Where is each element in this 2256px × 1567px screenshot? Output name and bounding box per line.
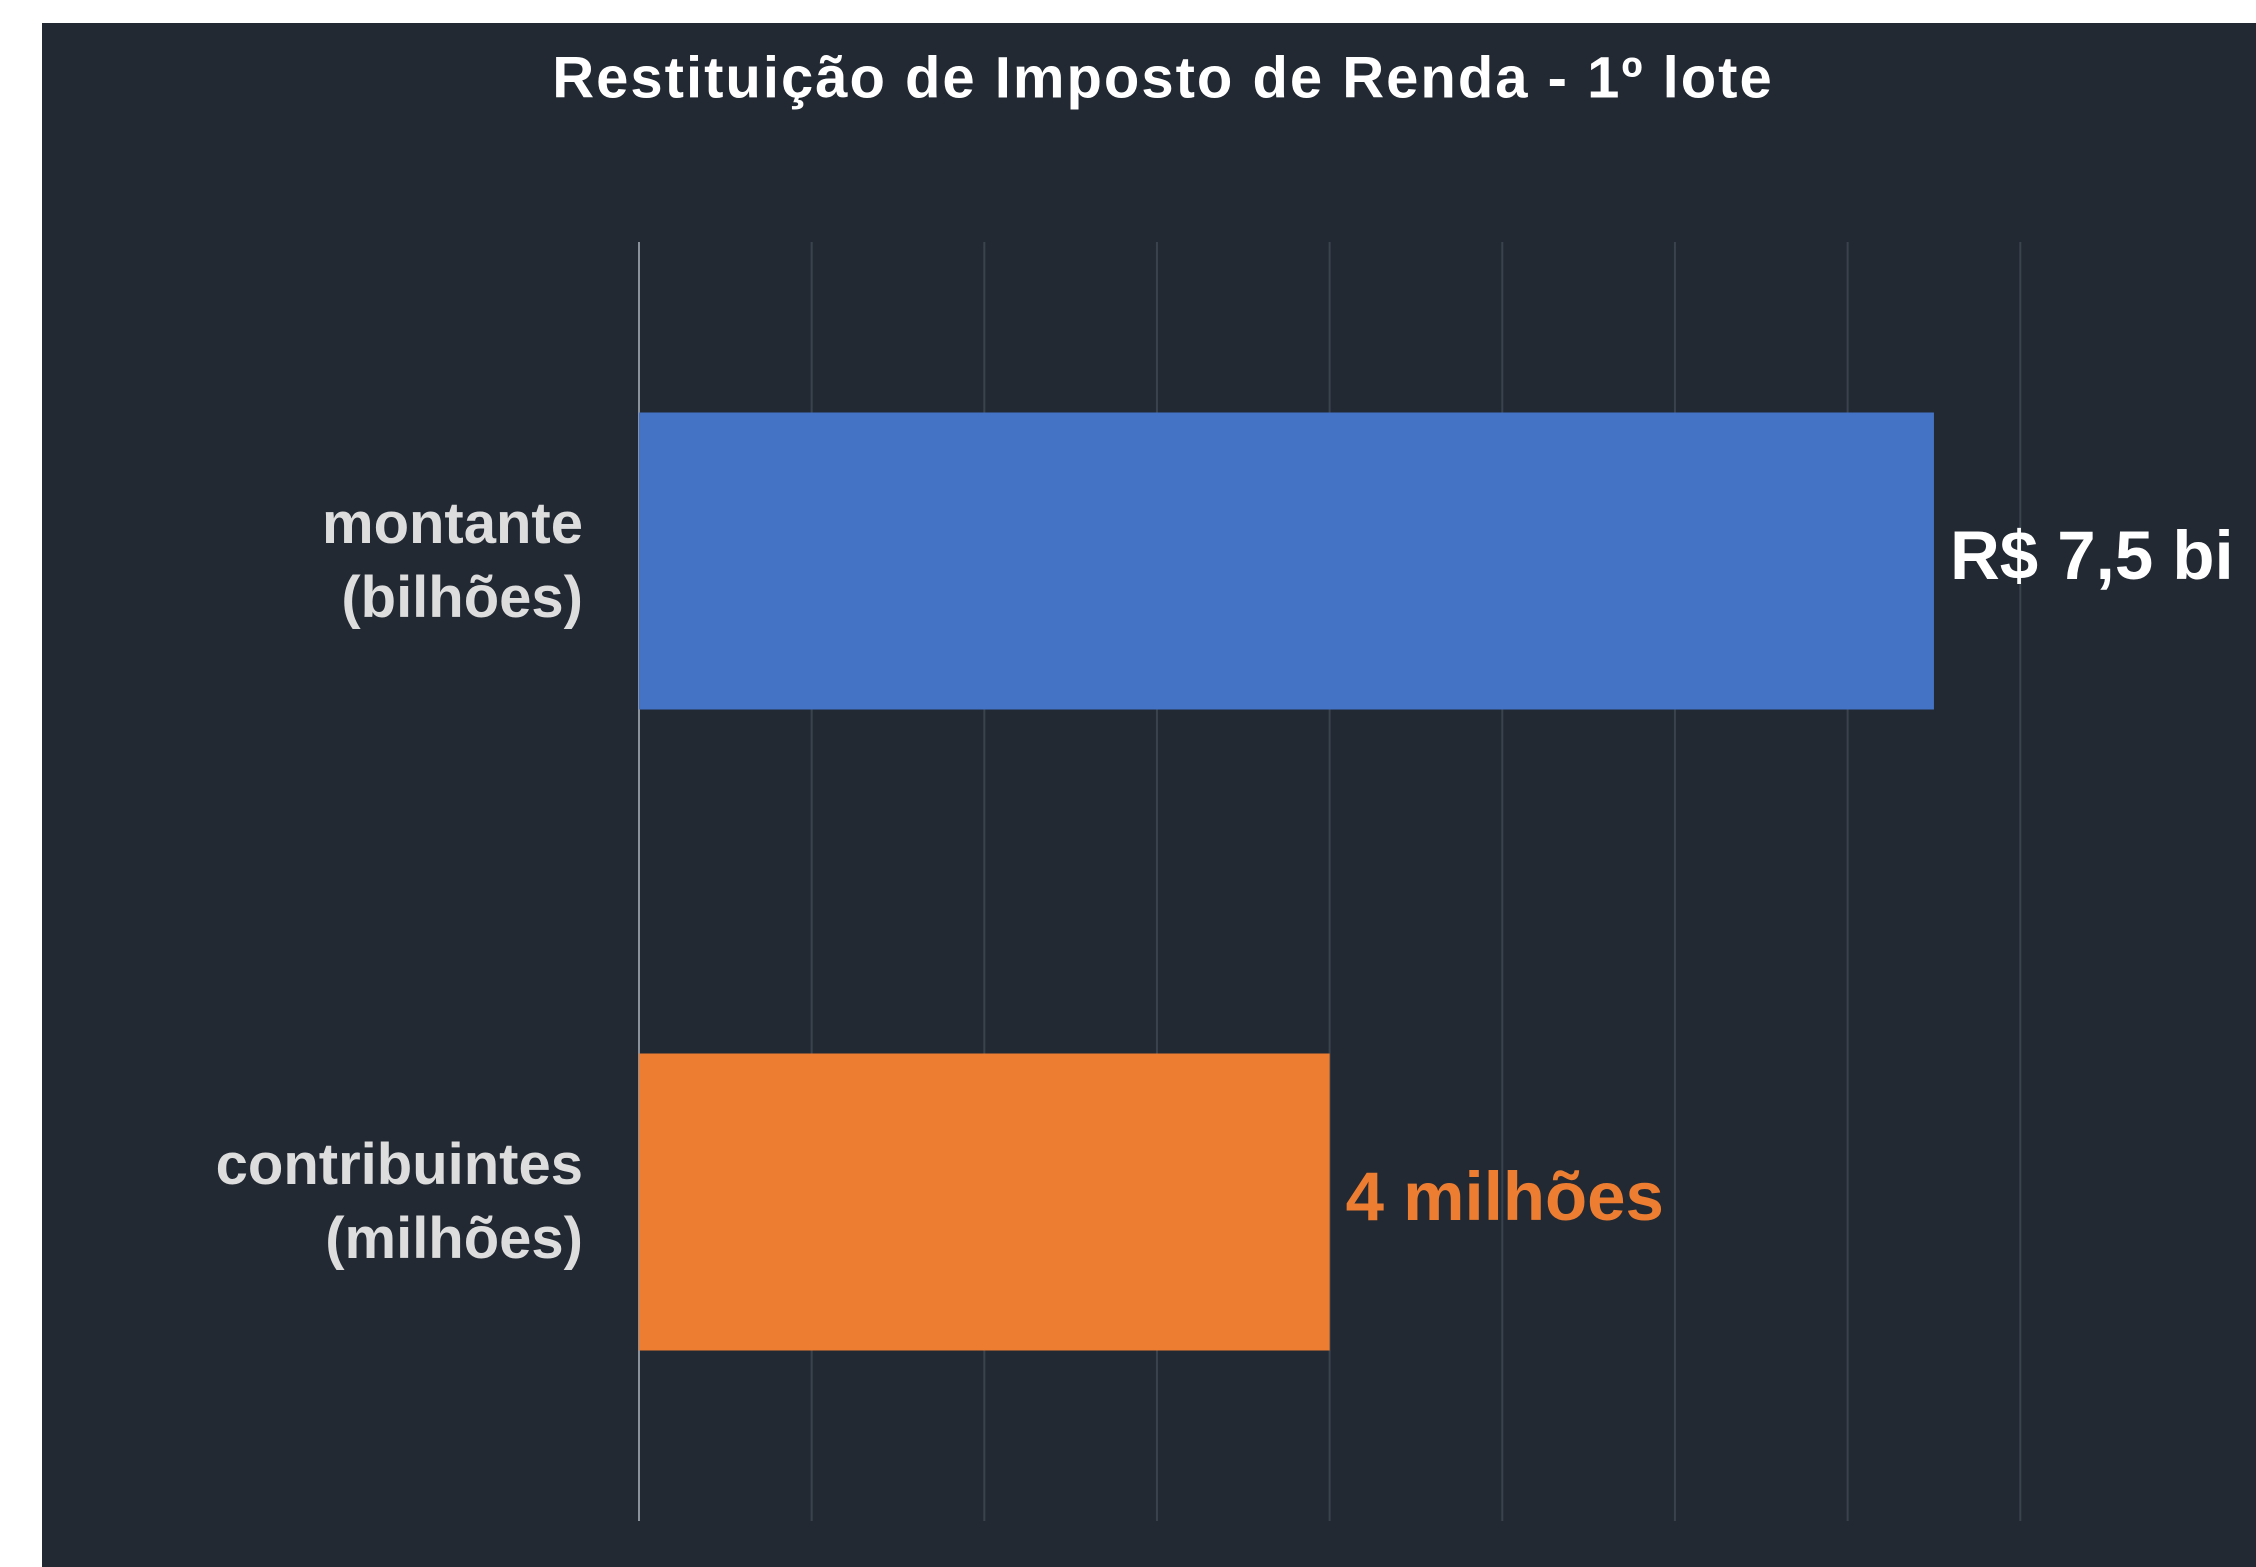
value-label: 4 milhões	[1346, 1158, 1664, 1235]
y-tick-label: montante (bilhões)	[322, 491, 583, 630]
chart-title: Restituição de Imposto de Renda - 1º lot…	[552, 45, 1773, 110]
y-tick-label: contribuintes (milhões)	[215, 1132, 583, 1271]
bar	[639, 412, 1934, 710]
value-label: R$ 7,5 bi	[1950, 517, 2234, 594]
bar	[639, 1053, 1330, 1351]
